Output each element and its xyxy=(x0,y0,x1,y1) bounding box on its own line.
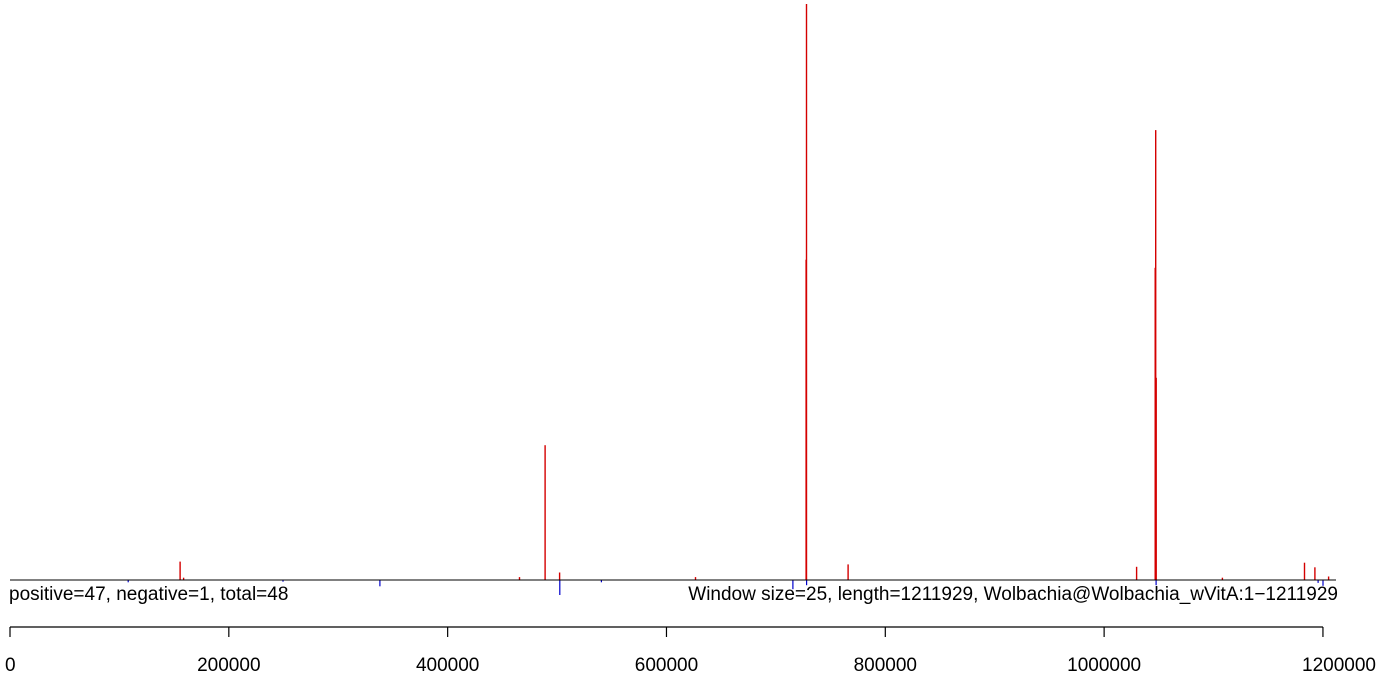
positive-bar xyxy=(1155,130,1157,580)
positive-bar xyxy=(1155,377,1157,580)
negative-bar xyxy=(600,580,602,583)
positive-bar xyxy=(694,577,697,580)
positive-bar xyxy=(847,564,849,580)
positive-bar xyxy=(1303,562,1306,580)
positive-bar xyxy=(1221,577,1224,580)
positive-bar xyxy=(544,445,546,580)
info-label: Window size=25, length=1211929, Wolbachi… xyxy=(688,584,1338,605)
stats-label: positive=47, negative=1, total=48 xyxy=(9,584,288,605)
negative-bar xyxy=(1317,580,1319,583)
x-tick-label: 800000 xyxy=(854,655,917,676)
negative-bar xyxy=(1322,580,1324,586)
x-tick-label: 1200000 xyxy=(1302,655,1376,676)
positive-bar xyxy=(518,577,521,580)
negative-bar xyxy=(559,580,561,595)
x-tick-label: 0 xyxy=(5,655,16,676)
x-tick-label: 1000000 xyxy=(1067,655,1141,676)
positive-bar xyxy=(1314,567,1316,580)
x-axis: 0 200000 400000 600000 800000 1000000 1200000 xyxy=(5,626,1376,676)
positive-bar xyxy=(1135,566,1138,580)
positive-bar xyxy=(558,572,561,580)
x-tick-label: 200000 xyxy=(197,655,260,676)
positive-bar xyxy=(179,561,181,580)
positive-bar xyxy=(182,577,185,580)
x-tick-label: 600000 xyxy=(635,655,698,676)
x-tick-label: 400000 xyxy=(416,655,479,676)
negative-bar xyxy=(806,580,808,586)
negative-bar xyxy=(127,580,129,583)
positive-bar xyxy=(1327,576,1330,580)
negative-bar xyxy=(282,580,284,582)
negative-bar xyxy=(792,580,794,590)
bars-group xyxy=(127,4,1330,595)
negative-bar xyxy=(379,580,381,587)
positive-bar xyxy=(805,4,808,580)
negative-bar xyxy=(1155,580,1157,586)
